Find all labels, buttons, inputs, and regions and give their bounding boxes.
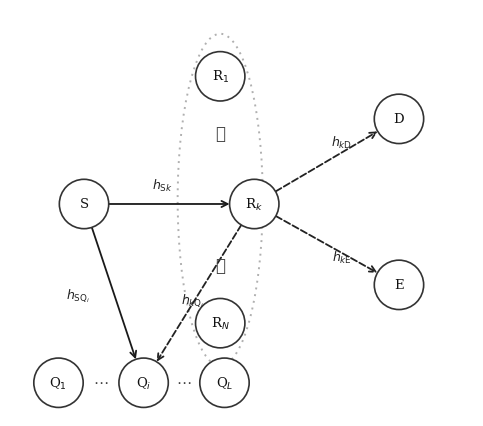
Text: E: E [394, 279, 404, 292]
Text: ⋯: ⋯ [93, 375, 109, 390]
Text: ⋮: ⋮ [215, 126, 225, 143]
Circle shape [59, 180, 109, 229]
Circle shape [196, 299, 245, 348]
Circle shape [229, 180, 279, 229]
Text: Q$_1$: Q$_1$ [49, 375, 68, 391]
Text: R$_N$: R$_N$ [211, 315, 229, 331]
Circle shape [374, 261, 424, 310]
Text: $h_{k\mathrm{Q}_i}$: $h_{k\mathrm{Q}_i}$ [181, 291, 204, 309]
Text: $h_{\mathrm{SQ}_i}$: $h_{\mathrm{SQ}_i}$ [66, 287, 90, 305]
Circle shape [374, 95, 424, 144]
Text: $h_{k\mathrm{D}}$: $h_{k\mathrm{D}}$ [331, 135, 352, 151]
Circle shape [196, 52, 245, 102]
Text: $h_{k\mathrm{E}}$: $h_{k\mathrm{E}}$ [331, 250, 352, 266]
Text: Q$_i$: Q$_i$ [136, 375, 151, 391]
Text: D: D [394, 113, 404, 126]
Text: S: S [80, 198, 88, 211]
Circle shape [34, 358, 83, 408]
Circle shape [119, 358, 168, 408]
Text: $h_{\mathrm{S}k}$: $h_{\mathrm{S}k}$ [152, 177, 173, 193]
Text: ⋯: ⋯ [176, 375, 192, 390]
Circle shape [200, 358, 249, 408]
Text: Q$_L$: Q$_L$ [216, 375, 233, 391]
Text: R$_1$: R$_1$ [212, 69, 229, 85]
Text: ⋮: ⋮ [215, 258, 225, 274]
Text: R$_k$: R$_k$ [245, 196, 263, 213]
